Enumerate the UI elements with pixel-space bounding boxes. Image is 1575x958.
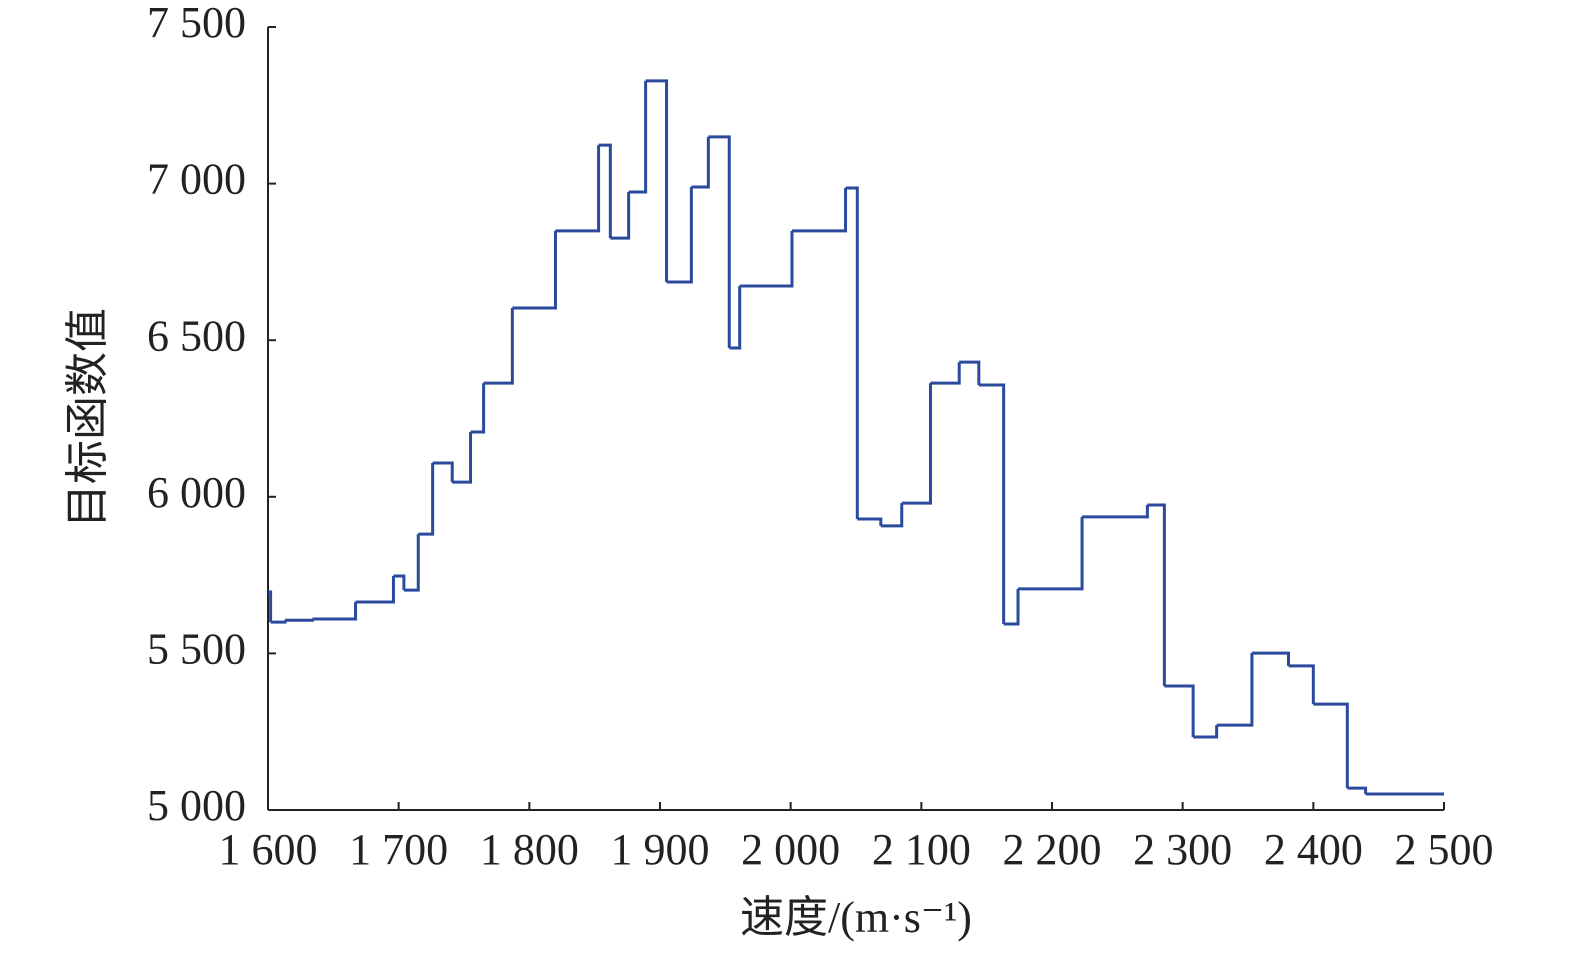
line-step	[598, 143, 612, 239]
line-step	[1147, 503, 1166, 686]
x-tick-label: 2 500	[1395, 825, 1494, 874]
line-step	[930, 362, 961, 385]
line-step	[1193, 725, 1219, 739]
line-step	[666, 187, 693, 284]
line-step	[355, 576, 395, 604]
line-step	[1164, 684, 1195, 738]
line-step	[959, 360, 981, 385]
x-tick-label: 2 400	[1264, 825, 1363, 874]
line-step	[418, 462, 435, 536]
y-tick-label: 6 500	[147, 311, 246, 360]
line-step	[880, 503, 904, 528]
line-step	[512, 230, 557, 310]
line-step	[1347, 786, 1368, 795]
line-step	[845, 186, 859, 520]
x-tick-label: 2 300	[1133, 825, 1232, 874]
line-step	[1216, 653, 1254, 727]
line-step	[1313, 702, 1349, 789]
line-step	[312, 602, 358, 621]
line-step	[645, 79, 669, 282]
line-step	[857, 517, 883, 526]
x-axis-label: 速度/(m·s⁻¹)	[740, 893, 972, 942]
line-step	[1251, 651, 1291, 666]
line-step	[1082, 504, 1149, 519]
line-step	[1018, 516, 1084, 591]
line-step	[1003, 588, 1020, 626]
line-step	[791, 187, 848, 233]
line-step	[691, 136, 710, 189]
line-step	[708, 135, 731, 349]
line-step	[284, 618, 314, 622]
line-step	[483, 307, 514, 385]
line-step	[739, 230, 794, 288]
line-step	[268, 590, 273, 623]
line-step	[628, 80, 648, 194]
x-tick-label: 2 200	[1003, 825, 1102, 874]
line-step	[432, 461, 454, 483]
line-step	[1288, 664, 1315, 705]
x-tick-label: 2 100	[872, 825, 971, 874]
y-tick-label: 5 500	[147, 624, 246, 673]
line-step	[470, 383, 486, 434]
line-step	[393, 574, 406, 591]
line-step	[270, 620, 287, 624]
x-tick-label: 1 800	[480, 825, 579, 874]
line-step	[978, 383, 1006, 624]
x-tick-label: 1 600	[219, 825, 318, 874]
y-axis-label: 目标函数值	[63, 308, 112, 528]
y-tick-label: 5 000	[147, 781, 246, 830]
line-step	[610, 192, 631, 240]
line-step	[403, 534, 420, 592]
y-tick-label: 7 500	[147, 0, 246, 47]
y-tick-label: 7 000	[147, 155, 246, 204]
line-step	[729, 286, 742, 350]
line-step	[901, 383, 932, 505]
x-tick-label: 1 700	[349, 825, 448, 874]
x-tick-label: 2 000	[741, 825, 840, 874]
y-tick-label: 6 000	[147, 468, 246, 517]
line-step	[555, 145, 601, 233]
x-tick-label: 1 900	[611, 825, 710, 874]
line-step	[452, 431, 473, 484]
